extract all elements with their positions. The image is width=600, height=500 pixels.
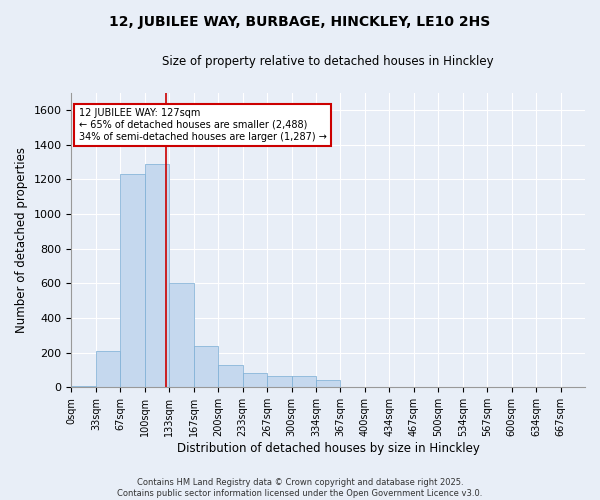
Bar xyxy=(242,374,267,388)
Text: 12 JUBILEE WAY: 127sqm
← 65% of detached houses are smaller (2,488)
34% of semi-: 12 JUBILEE WAY: 127sqm ← 65% of detached… xyxy=(79,108,326,142)
Title: Size of property relative to detached houses in Hinckley: Size of property relative to detached ho… xyxy=(163,55,494,68)
Bar xyxy=(71,386,96,388)
Bar xyxy=(145,164,169,388)
Bar xyxy=(267,376,292,388)
Bar xyxy=(316,380,340,388)
X-axis label: Distribution of detached houses by size in Hinckley: Distribution of detached houses by size … xyxy=(177,442,479,455)
Bar xyxy=(121,174,145,388)
Bar xyxy=(194,346,218,388)
Y-axis label: Number of detached properties: Number of detached properties xyxy=(15,147,28,333)
Bar xyxy=(218,365,242,388)
Text: 12, JUBILEE WAY, BURBAGE, HINCKLEY, LE10 2HS: 12, JUBILEE WAY, BURBAGE, HINCKLEY, LE10… xyxy=(109,15,491,29)
Bar xyxy=(169,284,194,388)
Text: Contains HM Land Registry data © Crown copyright and database right 2025.
Contai: Contains HM Land Registry data © Crown c… xyxy=(118,478,482,498)
Bar xyxy=(96,351,121,388)
Bar xyxy=(292,376,316,388)
